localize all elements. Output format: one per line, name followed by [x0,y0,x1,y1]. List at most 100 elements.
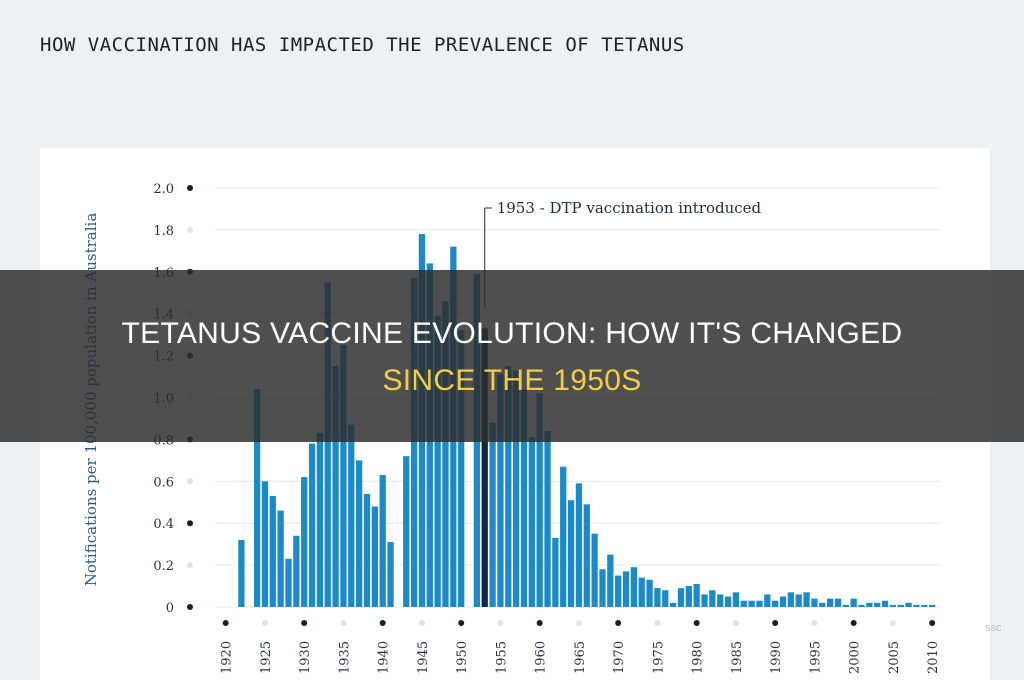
bar [834,598,842,607]
y-tick-label: 0.6 [153,475,174,490]
x-tick-label: 2005 [887,641,902,674]
x-tick-label: 1980 [691,641,706,674]
x-tick-dot [693,620,700,626]
x-tick-label: 1925 [259,641,274,674]
bar [756,600,763,607]
bar [363,493,371,607]
y-tick-dot [187,185,193,191]
x-tick-dot [301,620,308,626]
bar [677,588,685,607]
x-tick-dot [811,620,818,626]
bar [512,370,520,607]
x-tick-label: 2010 [926,641,941,674]
y-tick-dot [187,520,193,527]
bar [442,301,449,607]
bar [575,483,583,607]
x-tick-dot [222,620,229,626]
x-tick-dot [458,620,465,626]
bar [332,366,339,607]
bar [866,602,873,607]
bar [277,510,284,607]
bar [567,500,575,607]
watermark: ssc [985,622,1002,634]
y-tick-label: 2.0 [153,182,174,197]
bar [458,330,465,607]
bar [410,278,418,607]
x-tick-dot [418,620,425,626]
bar [615,575,622,607]
y-tick-dot [187,226,193,233]
x-tick-label: 1920 [220,641,235,674]
x-tick-label: 1950 [455,641,470,674]
x-tick-label: 1995 [808,641,823,674]
bar [599,569,606,607]
bar [826,598,834,607]
x-tick-dot [889,620,896,626]
y-tick-label: 1.8 [153,224,174,239]
x-tick-dot [615,620,622,626]
page-title: HOW VACCINATION HAS IMPACTED THE PREVALE… [40,34,685,56]
x-tick-label: 1960 [534,641,549,674]
bar [693,583,700,607]
bar [301,477,308,607]
x-tick-label: 1990 [769,641,784,674]
x-tick-label: 1965 [573,641,588,674]
x-tick-label: 1955 [494,641,509,674]
x-tick-dot [929,620,936,626]
bar [340,345,347,607]
bar [701,594,708,607]
bar [819,602,826,607]
bar [717,594,724,607]
bar [842,604,849,607]
bar [489,422,496,607]
bar [520,389,528,607]
bar [662,590,669,607]
x-tick-dot [379,620,386,626]
bar [403,456,410,607]
bar [905,602,912,607]
bar [874,602,881,607]
bar [528,437,535,607]
bar [638,577,645,607]
x-axis-ticks: 1920 1925 1930 1935 1940 1945 1950 1955 1960 1965… [220,620,941,674]
bar [787,592,794,607]
x-tick-label: 1975 [651,641,666,674]
bar [811,598,818,607]
bar [505,366,512,607]
bar [371,506,378,607]
bar [913,604,920,607]
x-tick-label: 1930 [298,641,313,674]
x-tick-label: 1935 [337,641,352,674]
bar [544,431,551,607]
x-tick-dot [575,620,582,626]
bar [269,495,276,607]
bar [379,475,386,607]
x-tick-label: 1940 [377,641,392,674]
bar [858,604,865,607]
bar [622,571,630,607]
y-tick-dot [187,478,193,485]
bar [772,600,779,607]
y-tick-dot [187,604,193,610]
bar [348,424,355,607]
bar [724,596,732,607]
bar [238,539,245,607]
bar [560,466,567,607]
bar [850,598,857,607]
bar [316,433,324,607]
bar [308,443,316,607]
x-tick-dot [654,620,661,626]
x-tick-dot [772,620,779,626]
x-tick-label: 1985 [730,641,745,674]
x-tick-dot [850,620,857,626]
bar [889,604,897,607]
y-tick-dot [187,562,193,569]
annotation-label: 1953 - DTP vaccination introduced [497,199,762,217]
bar [434,315,441,607]
bar [669,602,677,607]
x-tick-label: 1970 [612,641,627,674]
bar [293,535,300,607]
bar [881,600,889,607]
bar [497,374,504,607]
bar [552,537,559,607]
